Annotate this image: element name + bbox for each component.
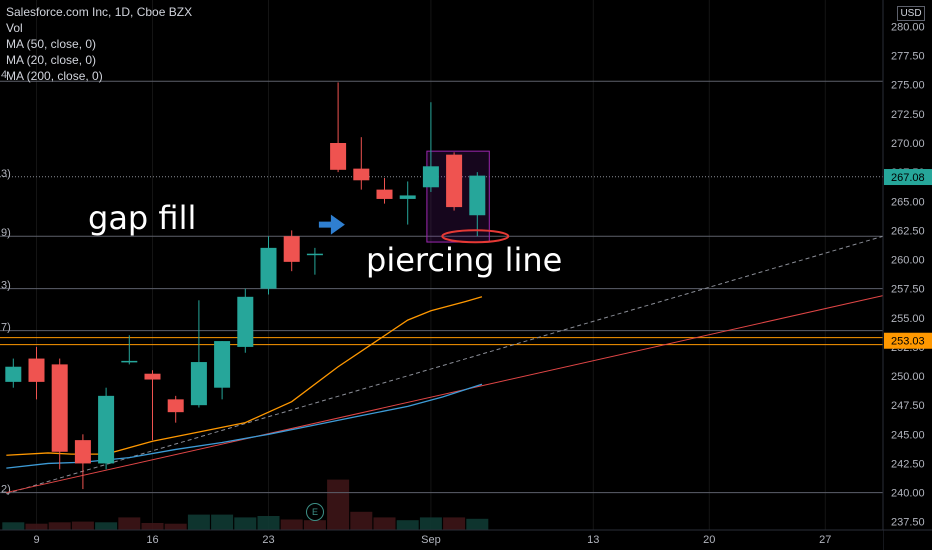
candle-body — [5, 366, 22, 382]
currency-badge[interactable]: USD — [897, 6, 925, 21]
candle-body — [74, 440, 91, 464]
candle-body — [260, 247, 277, 289]
candle-body — [353, 168, 370, 181]
price-tick-label: 242.50 — [891, 458, 925, 470]
level-left-label: 2) — [1, 484, 11, 496]
volume-bar — [141, 523, 164, 530]
volume-bar — [211, 514, 234, 530]
arrow-right-icon — [318, 214, 345, 235]
candle-body — [121, 360, 138, 363]
earnings-icon[interactable]: E — [306, 503, 324, 521]
symbol-title[interactable]: Salesforce.com Inc, 1D, Cboe BZX — [6, 5, 193, 19]
gap-fill-label: gap fill — [88, 199, 196, 237]
volume-bar — [419, 517, 442, 530]
candle-body — [306, 253, 323, 256]
candle-body — [214, 341, 231, 388]
candle-body — [190, 362, 207, 406]
price-tick-label: 277.50 — [891, 51, 925, 63]
price-badge — [884, 332, 932, 349]
candle-body — [399, 195, 416, 199]
volume-bar — [2, 522, 25, 530]
price-tick-label: 280.00 — [891, 21, 925, 33]
piercing-line-label: piercing line — [366, 241, 562, 279]
dashed-trendline — [6, 235, 884, 495]
candle-body — [422, 166, 439, 188]
level-left-label: 9) — [1, 227, 11, 239]
volume-bar — [164, 523, 187, 530]
piercing-low-ellipse — [441, 229, 510, 244]
volume-bar — [350, 511, 373, 530]
candle-body — [237, 296, 254, 347]
price-tick-label: 275.00 — [891, 80, 925, 92]
ma200-line — [6, 295, 884, 494]
candle-body — [376, 189, 393, 199]
price-tick-label: 270.00 — [891, 138, 925, 150]
price-tick-label: 240.00 — [891, 488, 925, 500]
legend-ma20[interactable]: MA (20, close, 0) — [6, 53, 97, 67]
candle-body — [144, 373, 161, 380]
volume-bar — [280, 519, 303, 530]
price-tick-label: 255.00 — [891, 313, 925, 325]
time-tick-label: 9 — [33, 534, 39, 546]
legend-ma200[interactable]: MA (200, close, 0) — [6, 69, 103, 83]
price-axis-bg — [883, 0, 932, 550]
price-badge-label: 267.08 — [891, 172, 925, 184]
level-left-label: 3) — [1, 168, 11, 180]
price-tick-label: 247.50 — [891, 400, 925, 412]
time-tick-label: 27 — [819, 534, 831, 546]
candle-body — [446, 154, 463, 208]
price-tick-label: 237.50 — [891, 517, 925, 529]
volume-bar — [118, 517, 141, 530]
candle-body — [51, 364, 68, 452]
volume-bar — [71, 521, 94, 530]
price-tick-label: 245.00 — [891, 429, 925, 441]
level-left-label: 7) — [1, 322, 11, 334]
volume-bar — [25, 523, 48, 530]
time-tick-label: Sep — [421, 534, 441, 546]
time-tick-label: 20 — [703, 534, 715, 546]
price-tick-label: 260.00 — [891, 255, 925, 267]
volume-bar — [257, 516, 280, 530]
time-axis-bg — [0, 530, 883, 550]
time-tick-label: 13 — [587, 534, 599, 546]
volume-bar — [373, 517, 396, 530]
candle-body — [28, 358, 45, 382]
volume-bar — [48, 522, 71, 530]
candle-body — [469, 175, 486, 216]
price-tick-label: 272.50 — [891, 109, 925, 121]
volume-bar — [95, 522, 118, 530]
candle-body — [330, 143, 347, 170]
volume-bar — [187, 514, 210, 530]
time-tick-label: 23 — [262, 534, 274, 546]
volume-bar — [327, 479, 350, 530]
volume-bar — [396, 520, 419, 530]
price-badge-label: 253.03 — [891, 336, 925, 348]
price-tick-label: 257.50 — [891, 284, 925, 296]
legend-vol[interactable]: Vol — [6, 21, 23, 35]
price-tick-label: 250.00 — [891, 371, 925, 383]
candle-body — [98, 395, 115, 464]
volume-bar — [466, 518, 489, 530]
price-badge — [884, 169, 932, 186]
legend-ma50[interactable]: MA (50, close, 0) — [6, 37, 97, 51]
candle-body — [283, 236, 300, 262]
time-tick-label: 16 — [146, 534, 158, 546]
volume-bar — [443, 517, 466, 530]
price-tick-label: 262.50 — [891, 225, 925, 237]
level-left-label: 3) — [1, 280, 11, 292]
volume-bar — [234, 517, 257, 530]
chart-legend: Salesforce.com Inc, 1D, Cboe BZX Vol MA … — [6, 4, 192, 84]
volume-bar — [303, 520, 326, 530]
candle-body — [167, 399, 184, 413]
level-left-label: 4 — [1, 69, 7, 81]
price-tick-label: 265.00 — [891, 196, 925, 208]
